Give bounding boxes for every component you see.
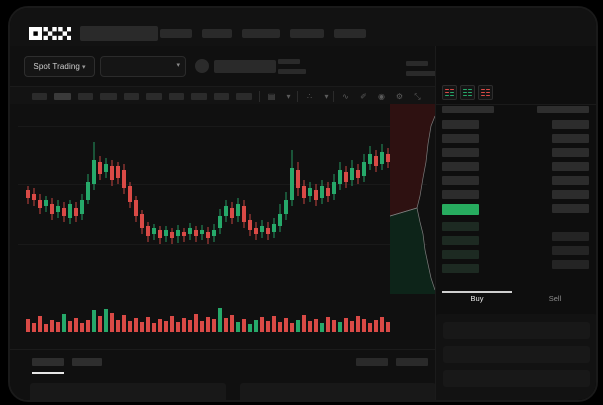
orders-panel	[10, 349, 436, 400]
orders-tab-1[interactable]	[32, 358, 64, 366]
orderbook-divider	[436, 104, 596, 105]
device-frame: Spot Trading ▾ ▾	[8, 6, 598, 402]
orders-card-2	[240, 383, 436, 400]
tab-sell[interactable]: Sell	[548, 294, 562, 303]
order-form-tabs: Buy Sell	[436, 290, 596, 312]
total-field[interactable]	[443, 370, 590, 387]
orderbook-mode-bids[interactable]	[460, 85, 475, 100]
orderbook-bid-row[interactable]	[442, 250, 479, 259]
price-field[interactable]	[443, 322, 590, 339]
timeframe-10[interactable]	[236, 93, 252, 100]
nav-item-5[interactable]	[334, 29, 366, 38]
search-input[interactable]	[80, 26, 158, 41]
orderbook-rows	[436, 106, 596, 286]
orderbook-ask-row[interactable]	[552, 148, 589, 157]
toolbar-divider-2	[297, 91, 298, 102]
toolbar-divider-1	[259, 91, 260, 102]
orderbook-ask-row[interactable]	[552, 162, 589, 171]
orderbook-bid-row[interactable]	[442, 176, 479, 185]
trading-mode-label: Spot Trading	[33, 62, 80, 71]
orders-tab-active-underline	[32, 372, 64, 374]
tab-buy[interactable]: Buy	[470, 294, 484, 303]
orders-card-1	[30, 383, 226, 400]
pair-name-label	[214, 60, 276, 73]
chevron-down-icon: ▾	[176, 62, 180, 69]
order-form: Buy Sell	[436, 286, 596, 400]
orderbook-mode-both[interactable]	[442, 85, 457, 100]
orders-action-1[interactable]	[356, 358, 388, 366]
orderbook-ask-row[interactable]	[552, 246, 589, 255]
orderbook-bid-row[interactable]	[442, 222, 479, 231]
stat-block-1	[278, 59, 306, 74]
timeframe-1[interactable]	[32, 93, 47, 100]
trendline-icon[interactable]: ∿	[342, 92, 349, 101]
chevron-down-icon: ▾	[81, 64, 86, 71]
orderbook-bid-row[interactable]	[442, 190, 479, 199]
orderbook-panel: Buy Sell	[435, 46, 596, 400]
orderbook-header-left	[442, 106, 494, 113]
chevron-down-icon[interactable]: ▾	[286, 92, 291, 101]
timeframe-2[interactable]	[54, 93, 71, 100]
chart-toolbar: ▤ ▾ ∴ ▾ ∿ ✐ ◉ ⚙ ⤡	[10, 86, 435, 106]
orderbook-bid-row[interactable]	[442, 162, 479, 171]
camera-icon[interactable]: ◉	[378, 92, 385, 101]
nav-item-2[interactable]	[202, 29, 232, 38]
timeframe-5[interactable]	[124, 93, 139, 100]
timeframe-4[interactable]	[100, 93, 117, 100]
depth-chart-overlay	[390, 104, 435, 294]
settings-icon[interactable]: ⚙	[395, 92, 404, 101]
orderbook-bid-row[interactable]	[442, 148, 479, 157]
pair-avatar	[195, 59, 209, 73]
orderbook-bid-row[interactable]	[442, 236, 479, 245]
timeframe-3[interactable]	[78, 93, 93, 100]
timeframe-8[interactable]	[191, 93, 207, 100]
orderbook-bid-row[interactable]	[442, 134, 479, 143]
orderbook-ask-row[interactable]	[552, 120, 589, 129]
okx-logo-icon[interactable]	[29, 27, 71, 40]
orders-tab-2[interactable]	[72, 358, 102, 366]
nav-item-3[interactable]	[242, 29, 280, 38]
orderbook-ask-row[interactable]	[552, 204, 589, 213]
nav-item-1[interactable]	[160, 29, 192, 38]
gridline-1	[18, 126, 427, 127]
orderbook-bid-row[interactable]	[442, 264, 479, 273]
trading-mode-selector[interactable]: Spot Trading ▾	[24, 56, 95, 77]
app-header	[10, 8, 596, 46]
orderbook-ask-row[interactable]	[552, 134, 589, 143]
orderbook-ask-row[interactable]	[552, 190, 589, 199]
gridline-2	[18, 184, 427, 185]
toolbar-divider-3	[333, 91, 334, 102]
app-screen: Spot Trading ▾ ▾	[10, 8, 596, 400]
fullscreen-icon[interactable]: ⤡	[414, 92, 421, 101]
orderbook-ask-row[interactable]	[552, 176, 589, 185]
timeframe-6[interactable]	[146, 93, 162, 100]
gridline-3	[18, 244, 427, 245]
candlestick-series	[26, 142, 390, 244]
timeframe-7[interactable]	[169, 93, 184, 100]
chevron-down-icon-2[interactable]: ▾	[324, 92, 329, 101]
orderbook-last-price-row[interactable]	[442, 204, 479, 215]
volume-series	[26, 308, 390, 332]
amount-field[interactable]	[443, 346, 590, 363]
orders-action-2[interactable]	[396, 358, 428, 366]
indicator-icon[interactable]: ∴	[306, 92, 313, 101]
orderbook-ask-row[interactable]	[552, 260, 589, 269]
stat-block-2	[406, 61, 446, 76]
pair-selector[interactable]: ▾	[100, 56, 186, 77]
candle-type-icon[interactable]: ▤	[267, 92, 276, 101]
order-form-panel	[436, 314, 596, 400]
orderbook-ask-row[interactable]	[552, 232, 589, 241]
orderbook-bid-row[interactable]	[442, 120, 479, 129]
orderbook-header-right	[537, 106, 589, 113]
nav-item-4[interactable]	[290, 29, 324, 38]
price-chart[interactable]	[10, 104, 435, 349]
buy-tab-underline	[442, 291, 512, 293]
timeframe-9[interactable]	[214, 93, 229, 100]
orderbook-mode-asks[interactable]	[478, 85, 493, 100]
pencil-icon[interactable]: ✐	[360, 92, 367, 101]
